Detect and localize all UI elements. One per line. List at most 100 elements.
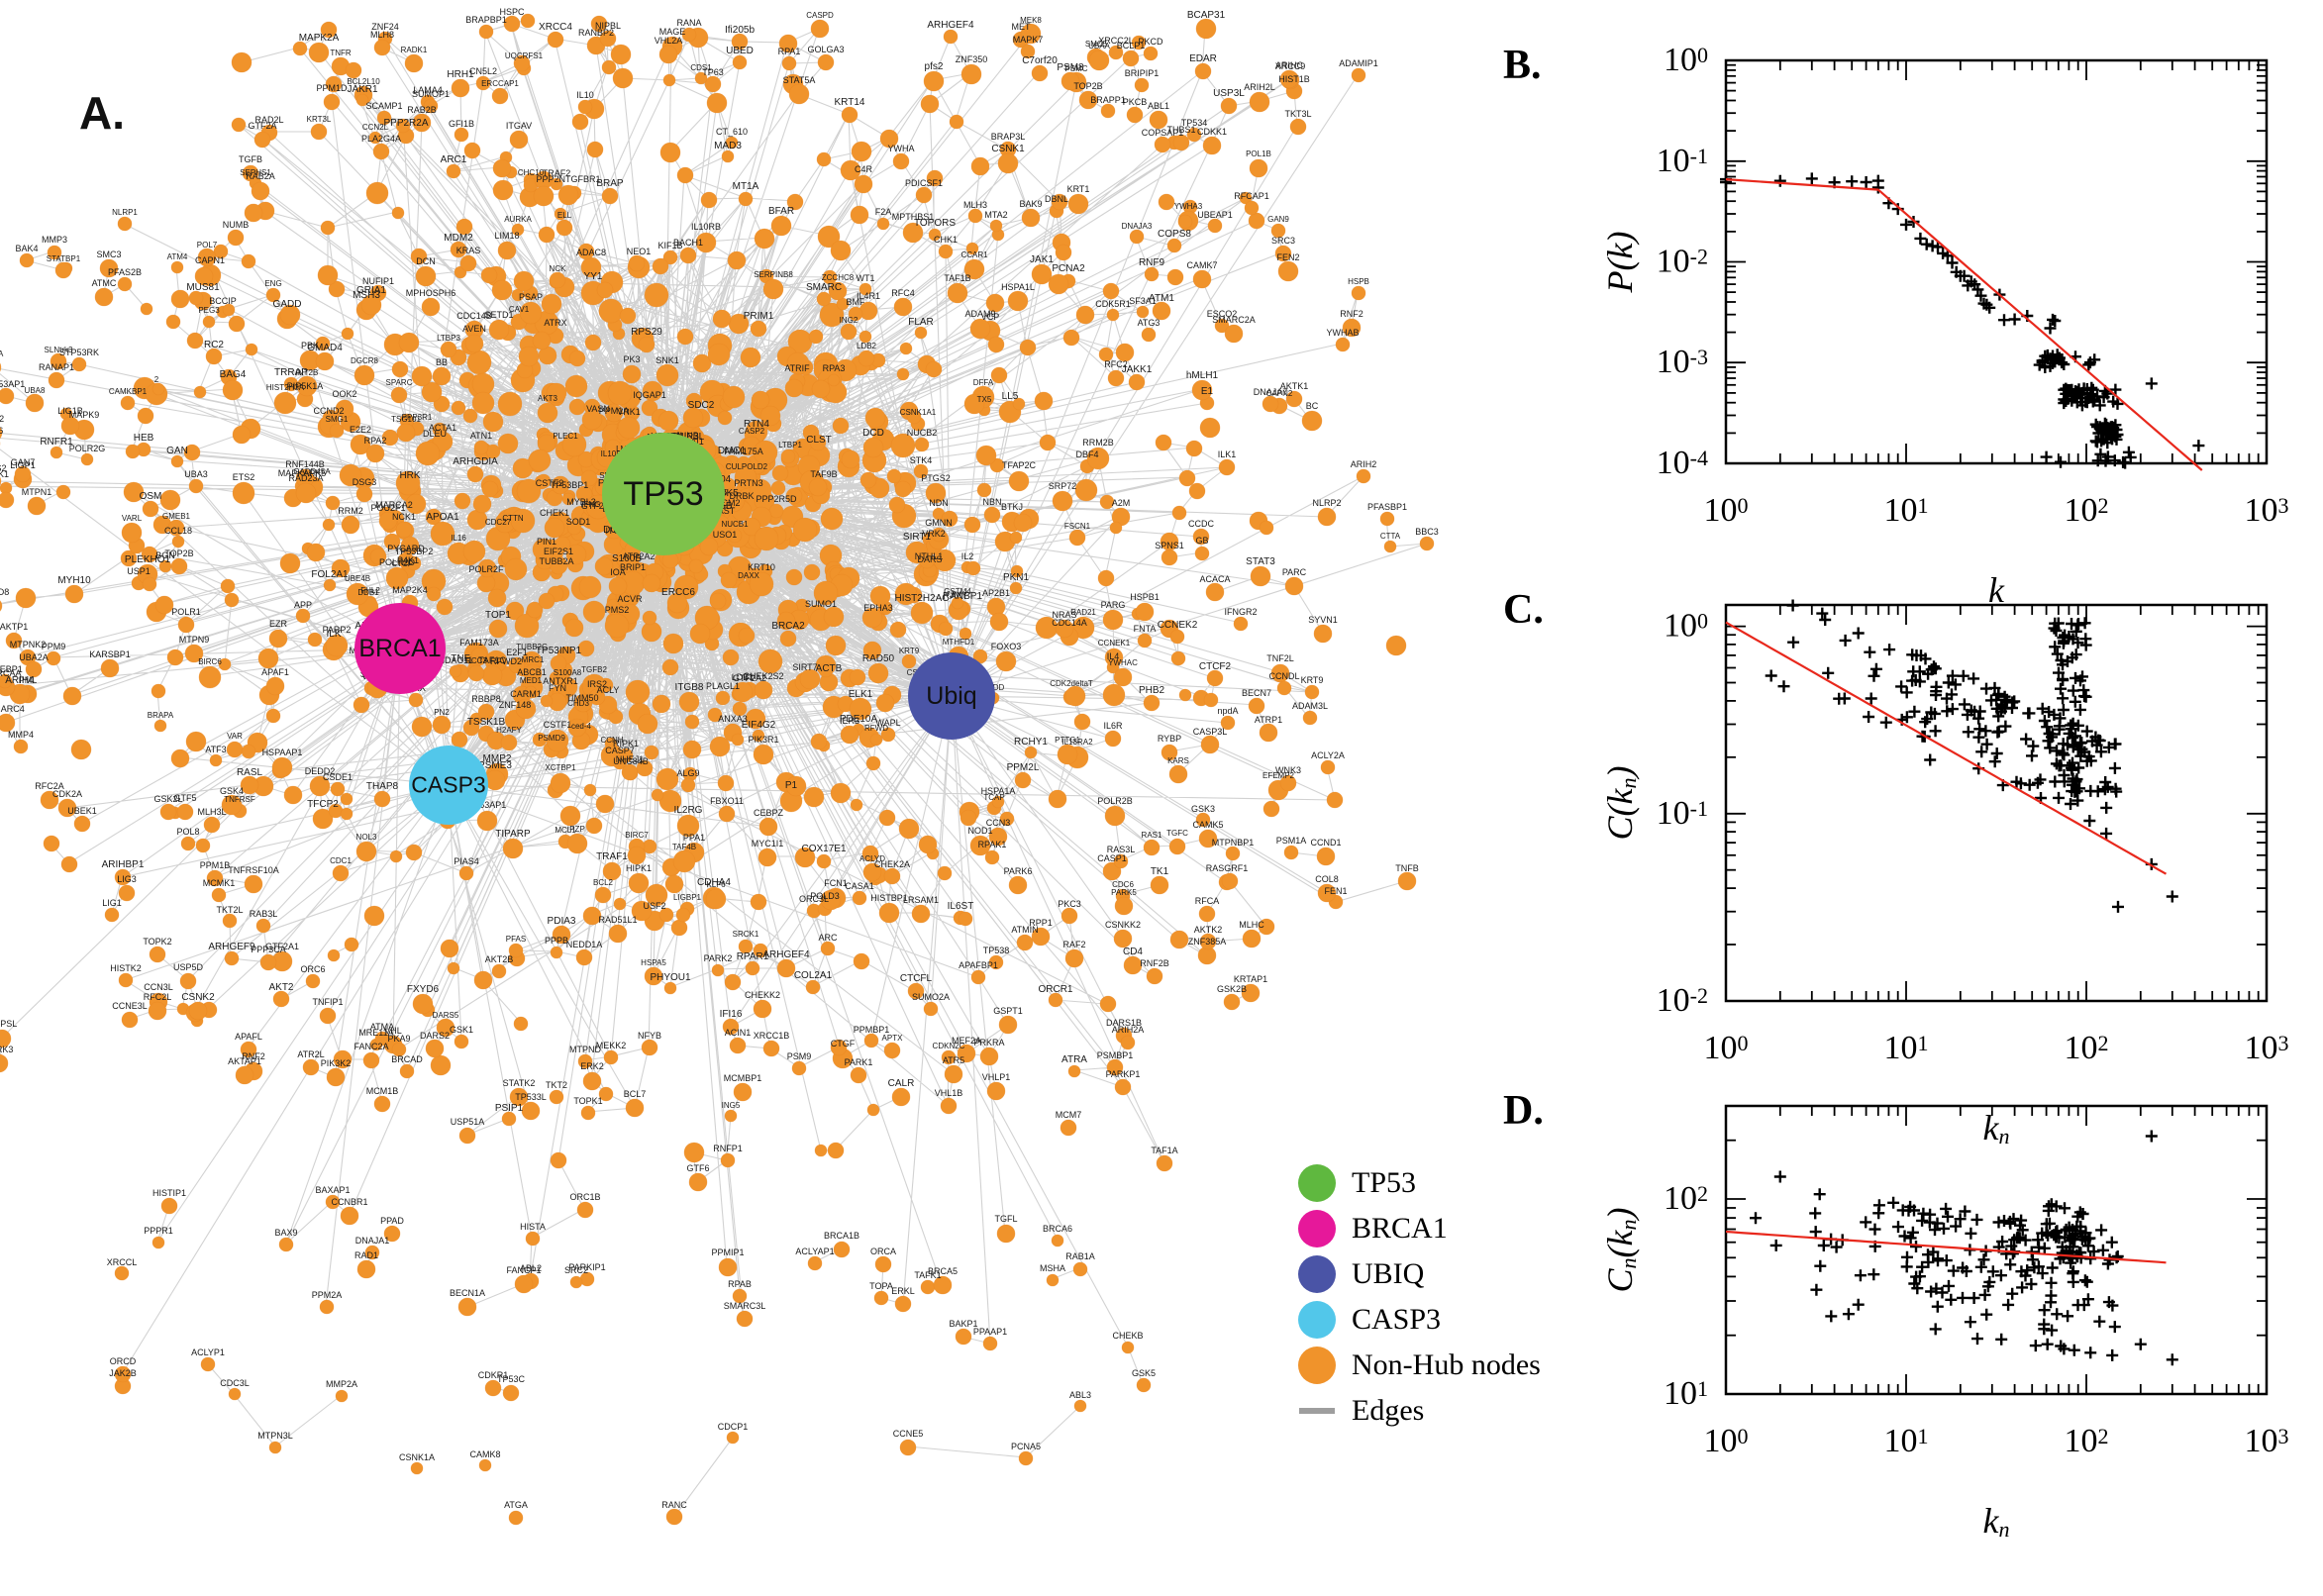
- svg-text:NHEJ1: NHEJ1: [616, 754, 645, 764]
- svg-text:ZNF148: ZNF148: [499, 700, 532, 710]
- svg-text:TNFB: TNFB: [1395, 863, 1419, 873]
- svg-text:XRCCL: XRCCL: [107, 1257, 138, 1267]
- svg-text:DEDD2: DEDD2: [305, 766, 336, 776]
- svg-text:SERPINB8: SERPINB8: [754, 270, 793, 279]
- svg-text:YWHA: YWHA: [888, 144, 915, 153]
- svg-text:CDS1: CDS1: [690, 63, 712, 72]
- svg-text:PPMIP1: PPMIP1: [711, 1247, 744, 1257]
- svg-text:RADK1: RADK1: [401, 46, 428, 54]
- svg-text:POLR2G: POLR2G: [69, 444, 106, 453]
- svg-text:NDN: NDN: [929, 498, 949, 508]
- svg-text:ERCC6: ERCC6: [661, 587, 695, 598]
- svg-text:ACVR: ACVR: [617, 594, 643, 604]
- svg-text:HSPA5: HSPA5: [641, 958, 666, 967]
- svg-text:VARL: VARL: [122, 514, 143, 523]
- svg-text:SRC2: SRC2: [564, 1265, 588, 1275]
- svg-text:TUBB2A: TUBB2A: [539, 556, 573, 566]
- svg-text:BAK9: BAK9: [1019, 199, 1042, 209]
- svg-text:MMP4: MMP4: [8, 730, 34, 740]
- svg-text:FEN1: FEN1: [1324, 886, 1347, 896]
- svg-text:ADAMIP1: ADAMIP1: [1339, 58, 1378, 68]
- svg-text:MRC1: MRC1: [522, 655, 545, 664]
- svg-text:SUMO2A: SUMO2A: [912, 992, 950, 1002]
- svg-text:KRT9: KRT9: [899, 647, 920, 655]
- svg-text:EZR: EZR: [269, 619, 288, 629]
- svg-text:IL16: IL16: [451, 534, 466, 543]
- svg-text:WNK3: WNK3: [1275, 765, 1301, 775]
- svg-text:UBE4B: UBE4B: [345, 574, 370, 583]
- svg-text:KRAS: KRAS: [456, 246, 481, 255]
- svg-text:RFCAP1: RFCAP1: [1234, 191, 1269, 201]
- svg-text:HSPB1: HSPB1: [1130, 592, 1160, 602]
- svg-text:RAF2: RAF2: [1062, 940, 1085, 949]
- svg-text:TGFL: TGFL: [994, 1214, 1017, 1224]
- svg-text:MMP3: MMP3: [42, 235, 67, 245]
- svg-text:SRC3: SRC3: [1271, 236, 1295, 246]
- svg-text:RANC: RANC: [661, 1500, 687, 1510]
- svg-text:PCNA2: PCNA2: [1052, 263, 1085, 274]
- svg-text:HEB: HEB: [134, 433, 154, 444]
- svg-text:BRCA1: BRCA1: [1352, 1212, 1448, 1245]
- svg-text:KRT1: KRT1: [1067, 184, 1090, 194]
- svg-text:LL5: LL5: [1002, 391, 1019, 402]
- svg-text:USP51A: USP51A: [451, 1117, 485, 1127]
- svg-text:LTBP3: LTBP3: [437, 334, 460, 343]
- svg-text:GSPT1: GSPT1: [993, 1006, 1023, 1016]
- svg-text:hMLH1: hMLH1: [1186, 370, 1219, 381]
- svg-text:AKT2B: AKT2B: [485, 954, 514, 964]
- svg-text:BCL2: BCL2: [593, 878, 614, 887]
- svg-text:ELL: ELL: [557, 211, 572, 220]
- svg-text:BIRC6: BIRC6: [198, 657, 222, 666]
- svg-text:RASGRF1: RASGRF1: [1206, 863, 1249, 873]
- svg-text:PARKP1: PARKP1: [1106, 1069, 1141, 1079]
- svg-text:ARHGEF9: ARHGEF9: [208, 942, 255, 952]
- svg-text:GAN7: GAN7: [11, 457, 36, 467]
- svg-text:ced-4: ced-4: [571, 722, 592, 731]
- svg-text:KARS: KARS: [1167, 756, 1189, 765]
- svg-text:POLR2F: POLR2F: [468, 564, 504, 574]
- svg-text:PPM9: PPM9: [42, 642, 66, 651]
- svg-text:Edges: Edges: [1352, 1394, 1424, 1427]
- svg-text:PCNA5: PCNA5: [1011, 1442, 1041, 1451]
- svg-text:CD4: CD4: [1123, 947, 1143, 957]
- svg-text:PFAS: PFAS: [506, 935, 526, 944]
- svg-text:C(kn): C(kn): [1600, 766, 1641, 841]
- svg-text:ACACA: ACACA: [1199, 574, 1230, 584]
- svg-text:PLEC1: PLEC1: [553, 432, 578, 441]
- svg-text:AKTP1: AKTP1: [0, 622, 28, 632]
- svg-text:NCK: NCK: [550, 264, 567, 273]
- svg-text:MTPN3L: MTPN3L: [257, 1431, 293, 1441]
- svg-text:RFCA: RFCA: [1195, 896, 1220, 906]
- svg-text:PPP3CA: PPP3CA: [251, 945, 286, 954]
- svg-text:MYH10: MYH10: [57, 575, 91, 586]
- svg-text:JAK1: JAK1: [1030, 254, 1054, 265]
- svg-text:BB: BB: [436, 357, 448, 367]
- svg-text:BMF: BMF: [847, 297, 866, 307]
- svg-text:TOPA: TOPA: [869, 1281, 893, 1291]
- svg-text:CSNK1: CSNK1: [991, 144, 1025, 154]
- svg-text:MLH3L: MLH3L: [197, 807, 226, 817]
- svg-text:COL2A1: COL2A1: [794, 970, 833, 981]
- svg-text:ADAM9: ADAM9: [964, 309, 995, 319]
- svg-text:CALR: CALR: [888, 1078, 915, 1089]
- svg-text:FANCP1: FANCP1: [506, 1265, 541, 1275]
- svg-text:PARK6: PARK6: [1004, 866, 1033, 876]
- svg-text:CAMK7: CAMK7: [1186, 260, 1217, 270]
- svg-text:TAF4B: TAF4B: [672, 843, 696, 851]
- svg-text:KRT10: KRT10: [748, 562, 775, 572]
- svg-text:CDC3L: CDC3L: [220, 1378, 250, 1388]
- svg-text:OSM: OSM: [140, 491, 162, 502]
- svg-text:PKCB: PKCB: [1123, 97, 1148, 107]
- svg-text:CTCFL: CTCFL: [900, 973, 933, 984]
- svg-text:FCN1: FCN1: [824, 878, 848, 888]
- svg-text:PARK1: PARK1: [845, 1057, 873, 1067]
- svg-text:RNF2B: RNF2B: [1140, 958, 1169, 968]
- svg-text:PKA9: PKA9: [387, 1034, 410, 1044]
- svg-text:KRT9: KRT9: [1301, 675, 1324, 685]
- svg-text:APAFL: APAFL: [235, 1032, 262, 1042]
- svg-text:PIAS4: PIAS4: [454, 856, 479, 866]
- svg-text:RPA3: RPA3: [823, 363, 846, 373]
- svg-text:BRCA1: BRCA1: [358, 635, 441, 662]
- svg-text:GADD: GADD: [273, 299, 302, 310]
- svg-text:WAPL: WAPL: [875, 718, 900, 728]
